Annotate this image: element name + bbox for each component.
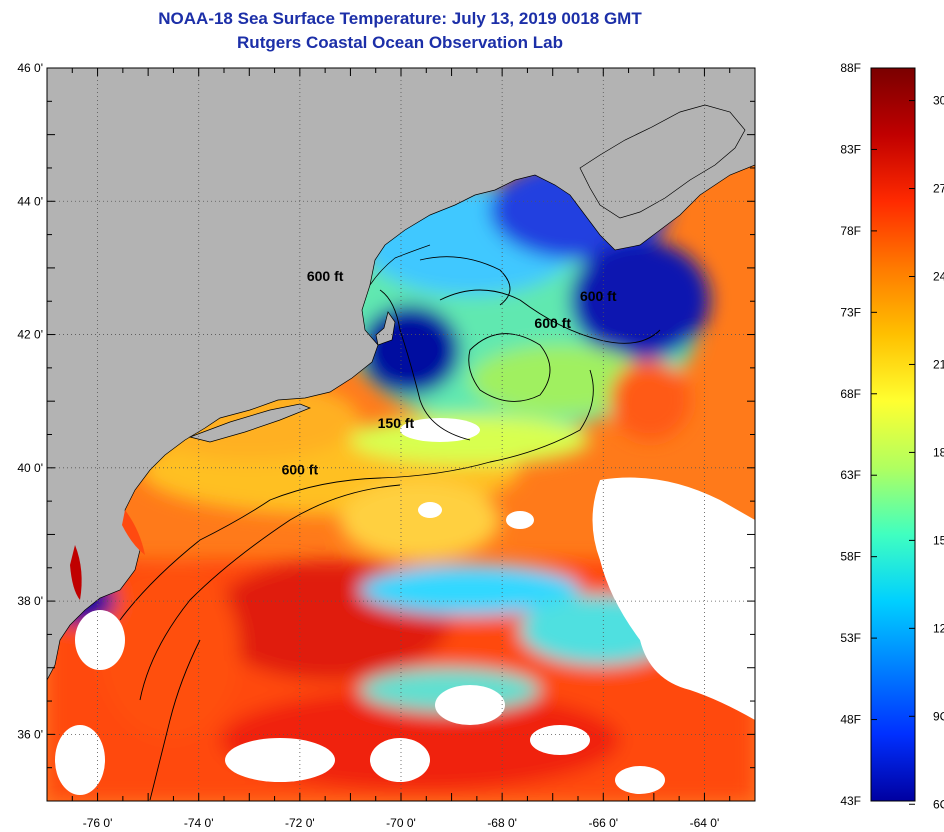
colorbar-fahrenheit-labels: 88F 83F 78F 73F 68F 63F 58F 53F 48F 43F <box>840 61 877 808</box>
lon-label: -66 0' <box>588 816 618 830</box>
colorbar-gradient <box>870 67 916 802</box>
contour-label: 150 ft <box>378 415 415 431</box>
lat-label: 42 0' <box>17 328 43 342</box>
colorbar-c-label: 12C <box>933 621 944 635</box>
lat-label: 36 0' <box>17 727 43 741</box>
land <box>47 68 755 681</box>
contour-label: 600 ft <box>282 461 319 477</box>
colorbar-f-label: 53F <box>840 631 861 645</box>
lon-label: -76 0' <box>83 816 113 830</box>
lon-label: -64 0' <box>690 816 720 830</box>
colorbar-c-label: 18C <box>933 445 944 459</box>
lat-label: 40 0' <box>17 461 43 475</box>
colorbar: 88F 83F 78F 73F 68F 63F 58F 53F 48F 43F 30C 27C 24C… <box>840 61 944 811</box>
colorbar-c-label: 24C <box>933 269 944 283</box>
chart-subtitle: Rutgers Coastal Ocean Observation Lab <box>237 33 563 52</box>
colorbar-c-label: 27C <box>933 182 944 196</box>
colorbar-f-label: 83F <box>840 142 861 156</box>
contour-labels: 600 ft 600 ft 600 ft 150 ft 600 ft <box>282 268 617 477</box>
lon-label: -68 0' <box>487 816 517 830</box>
lat-label: 44 0' <box>17 194 43 208</box>
axis-ticks <box>46 67 756 802</box>
contour-label: 600 ft <box>307 268 344 284</box>
lat-label: 38 0' <box>17 594 43 608</box>
sst-field <box>47 160 755 801</box>
longitude-labels: -76 0' -74 0' -72 0' -70 0' -68 0' -66 0' -64 … <box>83 816 720 830</box>
colorbar-f-label: 48F <box>840 713 861 727</box>
colorbar-f-label: 43F <box>840 794 861 808</box>
colorbar-celsius-labels: 30C 27C 24C 21C 18C 15C 12C 9C 6C <box>909 94 944 811</box>
colorbar-c-label: 9C <box>933 709 944 723</box>
lon-label: -72 0' <box>285 816 315 830</box>
colorbar-f-label: 88F <box>840 61 861 75</box>
lon-label: -74 0' <box>184 816 214 830</box>
colorbar-f-label: 68F <box>840 387 861 401</box>
colorbar-f-label: 73F <box>840 305 861 319</box>
map-area: 600 ft 600 ft 600 ft 150 ft 600 ft <box>47 68 755 801</box>
colorbar-f-label: 63F <box>840 468 861 482</box>
colorbar-f-label: 58F <box>840 550 861 564</box>
contour-label: 600 ft <box>580 288 617 304</box>
bathymetry-contours <box>119 256 661 801</box>
colorbar-c-label: 30C <box>933 94 944 108</box>
lat-label: 46 0' <box>17 61 43 75</box>
latitude-labels: 46 0' 44 0' 42 0' 40 0' 38 0' 36 0' <box>17 61 43 741</box>
lon-label: -70 0' <box>386 816 416 830</box>
colorbar-f-label: 78F <box>840 224 861 238</box>
colorbar-c-label: 6C <box>933 797 944 811</box>
contour-label: 600 ft <box>534 315 571 331</box>
colorbar-c-label: 15C <box>933 533 944 547</box>
colorbar-c-label: 21C <box>933 357 944 371</box>
chart-title: NOAA-18 Sea Surface Temperature: July 13… <box>158 9 642 28</box>
cloud-mask <box>55 322 755 795</box>
